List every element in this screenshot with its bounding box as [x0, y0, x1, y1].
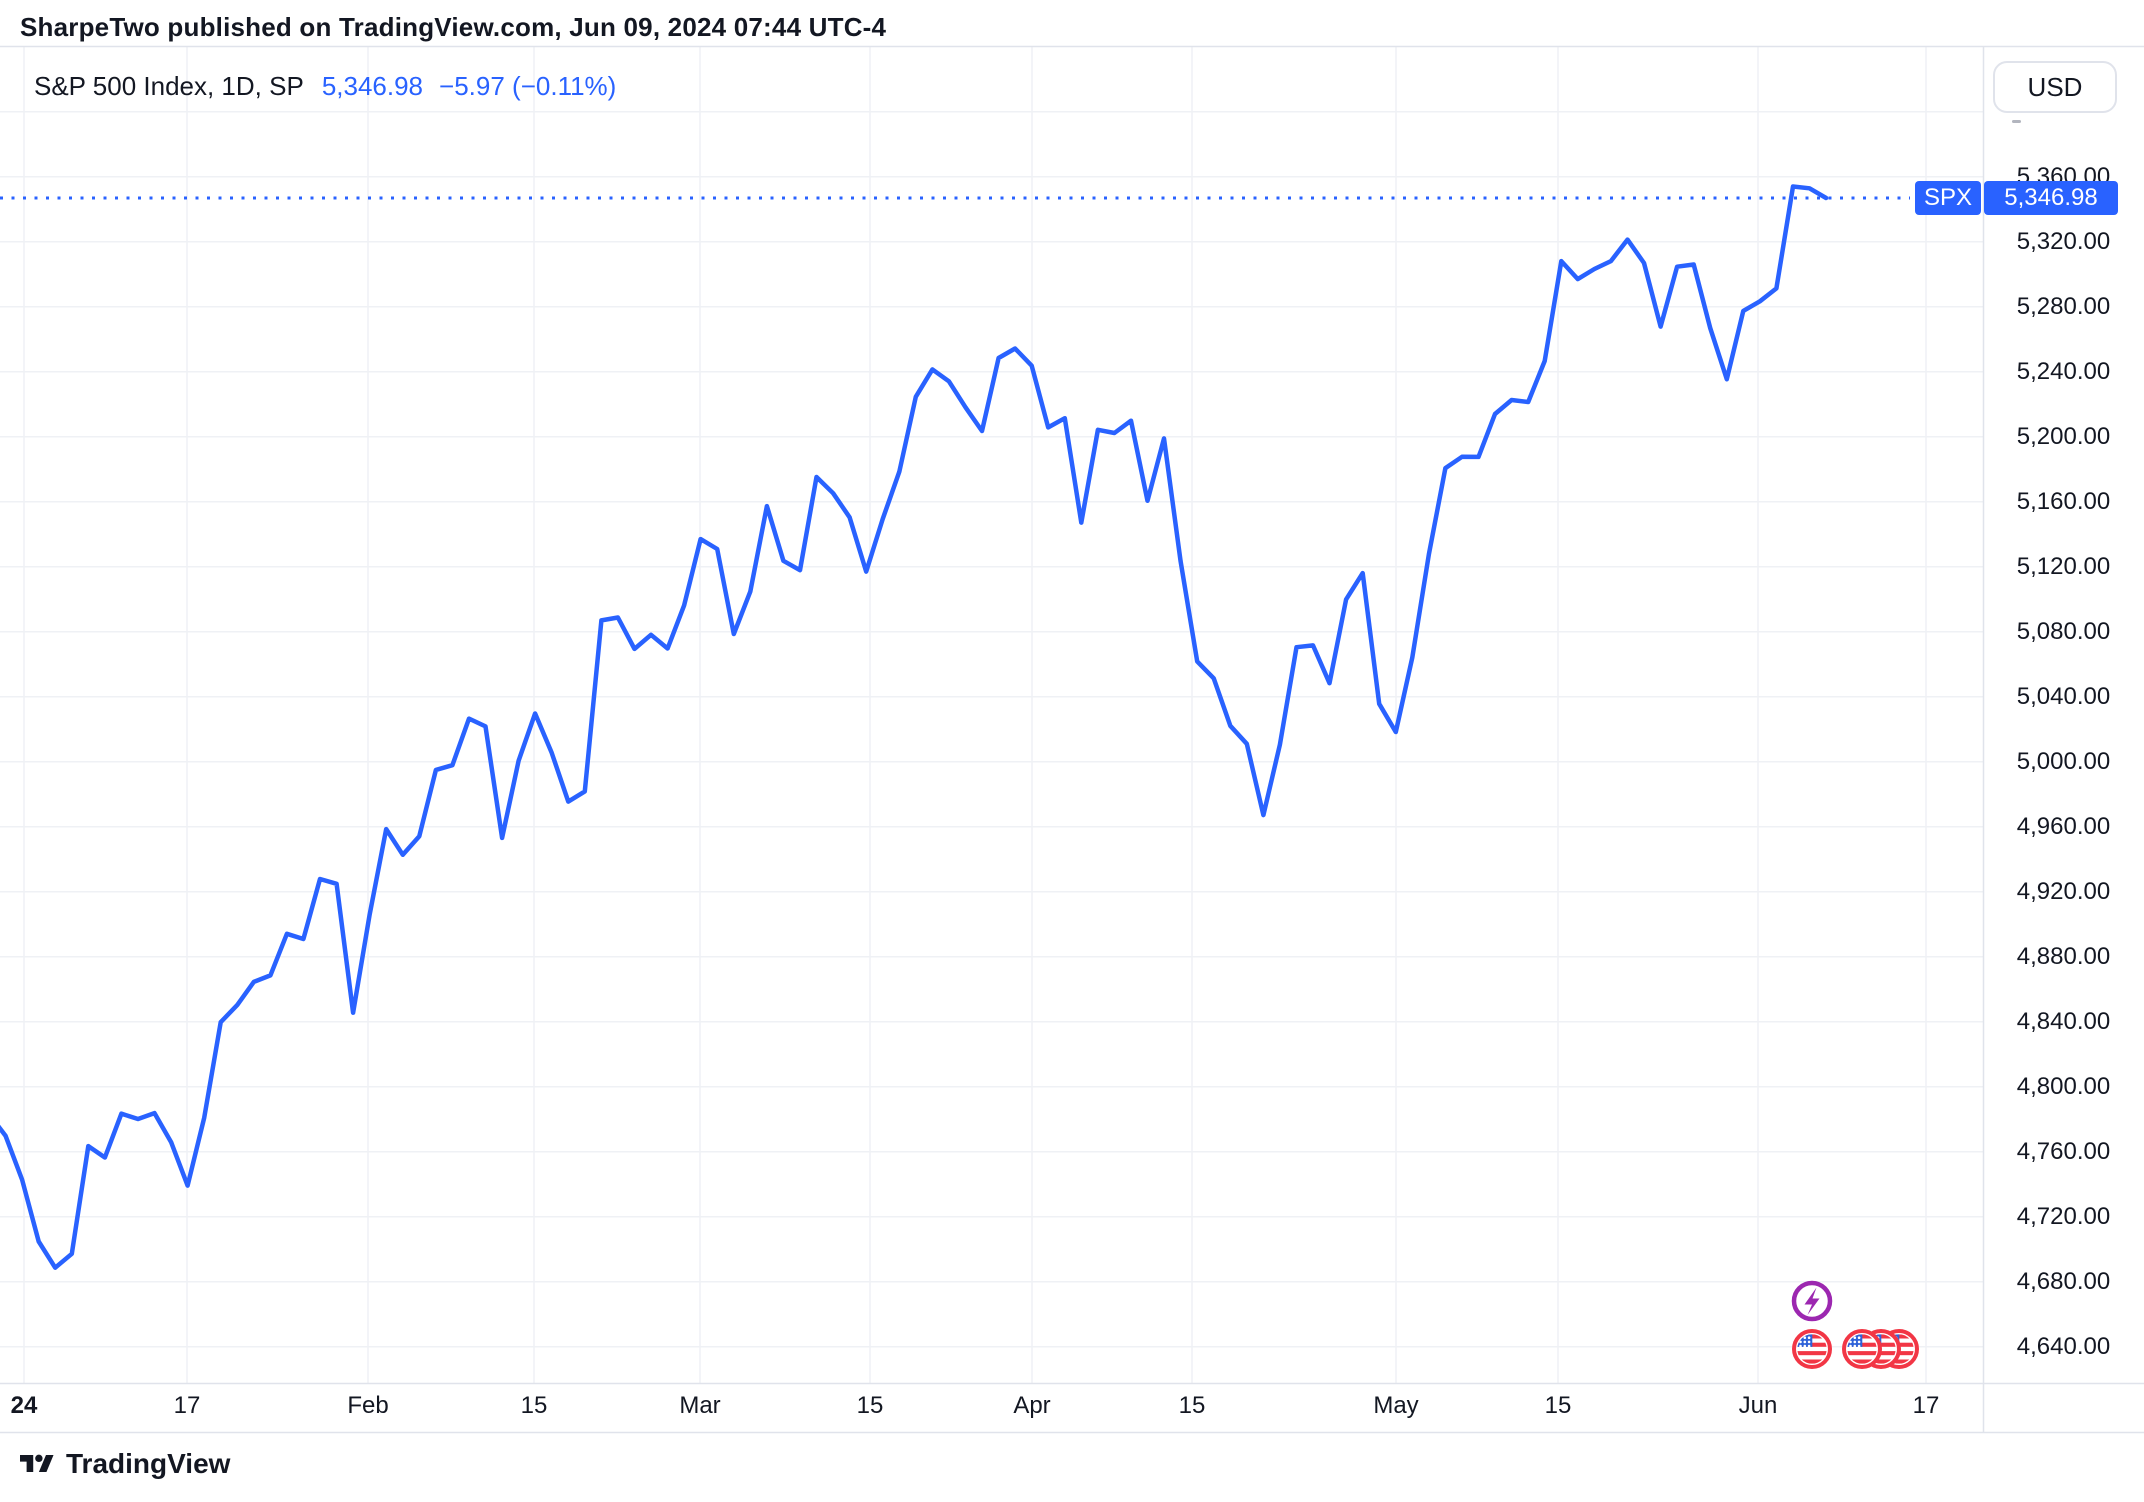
vertical-gridlines [23, 46, 1927, 1383]
time-axis-label: 17 [1912, 1392, 1940, 1419]
price-axis-label: 4,680.00 [2016, 1268, 2111, 1295]
symbol-title-row: S&P 500 Index, 1D, SP 5,346.98 −5.97 (−0.1… [34, 71, 616, 102]
price-axis-label: 5,320.00 [2016, 228, 2111, 255]
time-axis-label: 17 [173, 1392, 201, 1419]
price-axis-label: 5,000.00 [2016, 748, 2111, 775]
time-axis-label: 15 [1544, 1392, 1572, 1419]
time-axis-label: 15 [1178, 1392, 1206, 1419]
tradingview-logo-icon [20, 1454, 54, 1472]
price-axis-label: 4,800.00 [2016, 1073, 2111, 1100]
price-scale[interactable]: 5,360.00 5,320.00 5,280.00 5,240.00 5,200.00… [1983, 0, 2144, 1383]
us-flag-event-icon[interactable] [1842, 1329, 1882, 1369]
us-flag-event-icon[interactable] [1792, 1329, 1832, 1369]
time-axis-label: Mar [679, 1392, 721, 1419]
price-axis-label: 4,640.00 [2016, 1333, 2111, 1360]
time-axis-label: 15 [856, 1392, 884, 1419]
price-axis-label: 5,040.00 [2016, 683, 2111, 710]
price-axis-label: 5,200.00 [2016, 423, 2111, 450]
price-axis-label: 4,720.00 [2016, 1203, 2111, 1230]
price-axis-label: 5,120.00 [2016, 553, 2111, 580]
time-axis-label: 15 [520, 1392, 548, 1419]
symbol-title: S&P 500 Index, 1D, SP [34, 71, 304, 101]
flash-event-icon[interactable] [1791, 1280, 1833, 1322]
time-axis-label: Feb [347, 1392, 389, 1419]
price-axis-label: 4,840.00 [2016, 1008, 2111, 1035]
currency-button[interactable]: USD [1993, 61, 2117, 113]
spx-price-line-series[interactable] [0, 184, 1829, 1270]
time-axis-label: May [1373, 1392, 1419, 1419]
time-scale[interactable]: 24 17 Feb 15 Mar 15 Apr 15 May 15 Jun 17 [0, 1391, 2144, 1425]
economic-event-markers[interactable] [1791, 1280, 1919, 1369]
publication-header: SharpeTwo published on TradingView.com, … [20, 12, 887, 42]
price-axis-label: 4,760.00 [2016, 1138, 2111, 1165]
footer-brand-text: TradingView [66, 1448, 231, 1479]
price-axis-label: 5,160.00 [2016, 488, 2111, 515]
horizontal-gridlines [0, 111, 1983, 1348]
footer-brand-link[interactable]: TradingView [20, 1448, 230, 1480]
time-axis-label: Jun [1738, 1392, 1778, 1419]
symbol-last-price: 5,346.98 [321, 71, 424, 101]
last-price-tag-value: 5,346.98 [1984, 181, 2118, 215]
price-axis-label: 4,920.00 [2016, 878, 2111, 905]
symbol-change: −5.97 (−0.11%) [439, 71, 617, 101]
last-price-tag-symbol: SPX [1915, 181, 1981, 215]
price-axis-label: 4,880.00 [2016, 943, 2111, 970]
time-axis-label: Apr [1013, 1392, 1051, 1419]
price-axis-label: 5,280.00 [2016, 293, 2111, 320]
price-axis-label: 5,240.00 [2016, 358, 2111, 385]
last-price-tag: SPX 5,346.98 [1915, 181, 2118, 215]
price-scale-marker [2012, 120, 2021, 123]
price-axis-label: 5,080.00 [2016, 618, 2111, 645]
price-axis-label: 4,960.00 [2016, 813, 2111, 840]
time-axis-label: 24 [10, 1392, 38, 1419]
